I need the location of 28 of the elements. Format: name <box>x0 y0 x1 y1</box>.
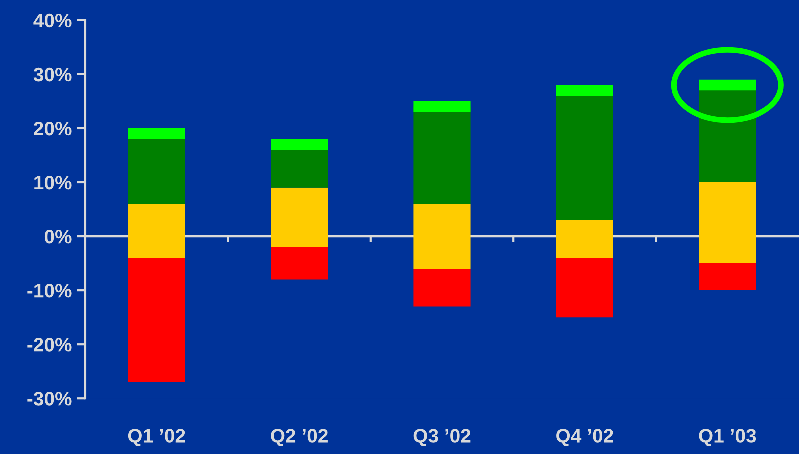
y-tick-label: 20% <box>34 122 72 136</box>
y-tick-label: 10% <box>34 176 72 190</box>
y-tick-label: -30% <box>28 392 72 406</box>
bar <box>556 85 614 96</box>
bar <box>414 268 471 307</box>
y-tick-label: 0% <box>44 230 72 244</box>
x-tick-label: Q3 ’02 <box>414 429 471 447</box>
x-tick-label: Q1 ’02 <box>128 429 186 447</box>
x-tick-label: Q1 ’03 <box>699 429 756 447</box>
bar <box>414 101 471 112</box>
bar <box>699 80 756 91</box>
bar <box>128 258 186 382</box>
bar <box>699 182 756 264</box>
bar <box>271 247 328 280</box>
bar <box>414 204 471 269</box>
bar <box>128 128 186 140</box>
y-tick-label: -10% <box>28 284 72 298</box>
bar <box>271 188 328 248</box>
bar <box>556 258 614 318</box>
x-tick-label: Q2 ’02 <box>271 429 328 447</box>
bar <box>271 139 328 150</box>
y-tick-label: 30% <box>34 68 72 82</box>
y-tick-label: -20% <box>28 338 72 352</box>
bar <box>699 264 756 291</box>
x-tick-label: Q4 ’02 <box>556 429 614 447</box>
bar <box>556 220 614 258</box>
bar <box>128 204 186 258</box>
y-tick-label: 40% <box>34 14 72 28</box>
